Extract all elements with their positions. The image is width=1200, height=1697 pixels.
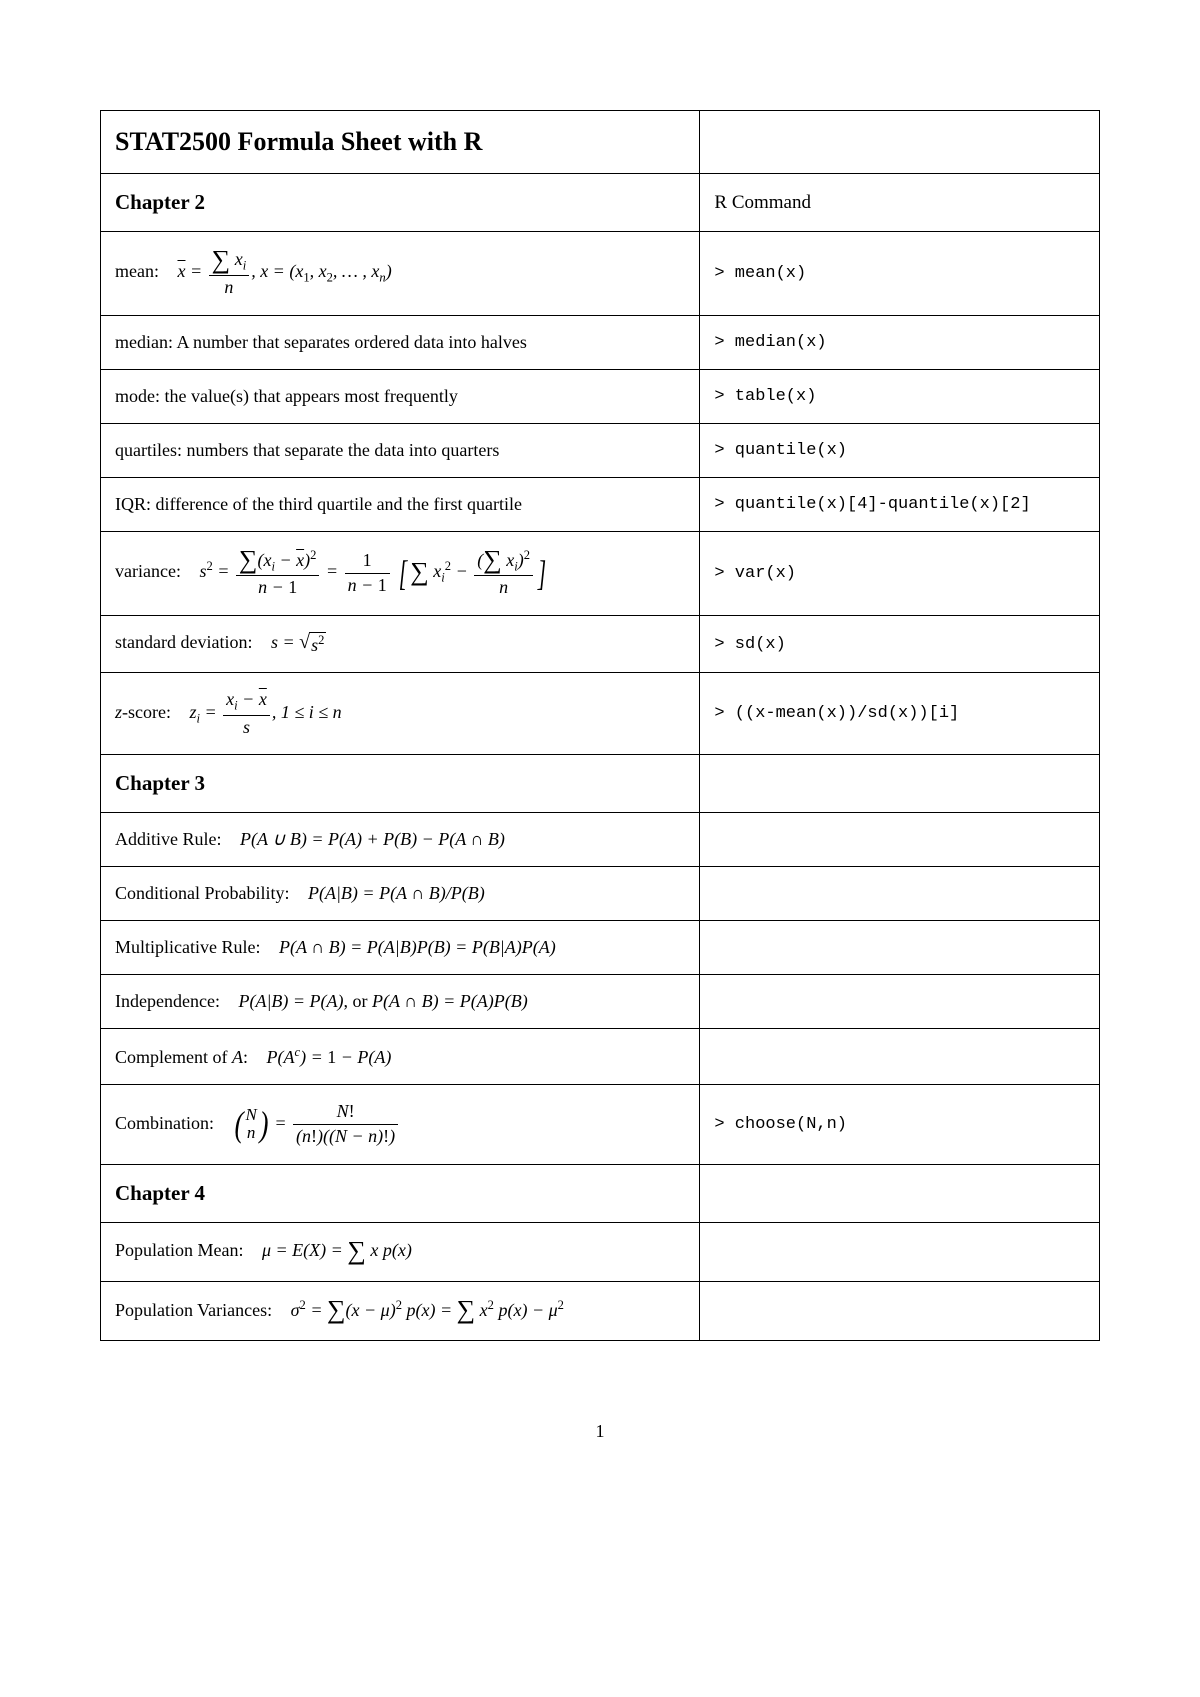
- row-combination: Combination: (Nn) = N!(n!)((N − n)!) > c…: [101, 1085, 1100, 1164]
- combination-r: > choose(N,n): [700, 1085, 1100, 1164]
- formula-table: STAT2500 Formula Sheet with R Chapter 2 …: [100, 110, 1100, 1341]
- zscore-formula: z-score: zi = xi − xs, 1 ≤ i ≤ n: [101, 673, 700, 755]
- sd-r: > sd(x): [700, 616, 1100, 673]
- variance-label: variance:: [115, 561, 181, 581]
- title-right-empty: [700, 111, 1100, 174]
- conditional-label: Conditional Probability:: [115, 883, 290, 903]
- additive-label: Additive Rule:: [115, 829, 222, 849]
- zscore-label: z-score:: [115, 702, 171, 722]
- chapter-3-heading: Chapter 3: [101, 755, 700, 813]
- combination-math: (Nn) = N!(n!)((N − n)!): [233, 1113, 401, 1133]
- conditional-r-empty: [700, 867, 1100, 921]
- sd-math: s = √s2: [271, 632, 326, 652]
- mean-formula: mean: x = ∑ xin, x = (x1, x2, … , xn): [101, 232, 700, 316]
- variance-math: s2 = ∑(xi − x)2n − 1 = 1n − 1 [∑ xi2 − (…: [199, 561, 549, 581]
- chapter-3-row: Chapter 3: [101, 755, 1100, 813]
- row-independence: Independence: P(A|B) = P(A), or P(A ∩ B)…: [101, 975, 1100, 1029]
- row-variance: variance: s2 = ∑(xi − x)2n − 1 = 1n − 1 …: [101, 531, 1100, 615]
- multiplicative-formula: Multiplicative Rule: P(A ∩ B) = P(A|B)P(…: [101, 921, 700, 975]
- row-mean: mean: x = ∑ xin, x = (x1, x2, … , xn) > …: [101, 232, 1100, 316]
- additive-formula: Additive Rule: P(A ∪ B) = P(A) + P(B) − …: [101, 813, 700, 867]
- ch4-right-empty: [700, 1164, 1100, 1222]
- variance-r: > var(x): [700, 531, 1100, 615]
- complement-label: Complement of A:: [115, 1047, 248, 1067]
- row-popvar: Population Variances: σ2 = ∑(x − μ)2 p(x…: [101, 1281, 1100, 1341]
- mode-r: > table(x): [700, 369, 1100, 423]
- independence-r-empty: [700, 975, 1100, 1029]
- multiplicative-label: Multiplicative Rule:: [115, 937, 260, 957]
- independence-formula: Independence: P(A|B) = P(A), or P(A ∩ B)…: [101, 975, 700, 1029]
- quartiles-r: > quantile(x): [700, 423, 1100, 477]
- mean-r: > mean(x): [700, 232, 1100, 316]
- conditional-formula: Conditional Probability: P(A|B) = P(A ∩ …: [101, 867, 700, 921]
- row-zscore: z-score: zi = xi − xs, 1 ≤ i ≤ n > ((x-m…: [101, 673, 1100, 755]
- iqr-text: IQR: difference of the third quartile an…: [101, 477, 700, 531]
- popvar-r-empty: [700, 1281, 1100, 1341]
- page-number: 1: [100, 1421, 1100, 1442]
- row-popmean: Population Mean: μ = E(X) = ∑ x p(x): [101, 1222, 1100, 1281]
- variance-formula: variance: s2 = ∑(xi − x)2n − 1 = 1n − 1 …: [101, 531, 700, 615]
- complement-r-empty: [700, 1029, 1100, 1085]
- popmean-math: μ = E(X) = ∑ x p(x): [262, 1240, 412, 1260]
- row-conditional: Conditional Probability: P(A|B) = P(A ∩ …: [101, 867, 1100, 921]
- row-iqr: IQR: difference of the third quartile an…: [101, 477, 1100, 531]
- popmean-r-empty: [700, 1222, 1100, 1281]
- popvar-label: Population Variances:: [115, 1300, 272, 1320]
- chapter-4-heading: Chapter 4: [101, 1164, 700, 1222]
- iqr-r: > quantile(x)[4]-quantile(x)[2]: [700, 477, 1100, 531]
- row-quartiles: quartiles: numbers that separate the dat…: [101, 423, 1100, 477]
- title-row: STAT2500 Formula Sheet with R: [101, 111, 1100, 174]
- zscore-r: > ((x-mean(x))/sd(x))[i]: [700, 673, 1100, 755]
- median-text: median: A number that separates ordered …: [101, 315, 700, 369]
- median-r: > median(x): [700, 315, 1100, 369]
- quartiles-text: quartiles: numbers that separate the dat…: [101, 423, 700, 477]
- row-median: median: A number that separates ordered …: [101, 315, 1100, 369]
- independence-label: Independence:: [115, 991, 220, 1011]
- page: STAT2500 Formula Sheet with R Chapter 2 …: [0, 0, 1200, 1502]
- popvar-formula: Population Variances: σ2 = ∑(x − μ)2 p(x…: [101, 1281, 700, 1341]
- row-additive: Additive Rule: P(A ∪ B) = P(A) + P(B) − …: [101, 813, 1100, 867]
- popvar-math: σ2 = ∑(x − μ)2 p(x) = ∑ x2 p(x) − μ2: [291, 1300, 564, 1320]
- mean-math: x = ∑ xin, x = (x1, x2, … , xn): [177, 261, 391, 281]
- row-complement: Complement of A: P(Ac) = 1 − P(A): [101, 1029, 1100, 1085]
- zscore-math: zi = xi − xs, 1 ≤ i ≤ n: [190, 702, 342, 722]
- sd-label: standard deviation:: [115, 632, 252, 652]
- chapter-2-heading: Chapter 2: [101, 174, 700, 232]
- row-sd: standard deviation: s = √s2 > sd(x): [101, 616, 1100, 673]
- ch3-right-empty: [700, 755, 1100, 813]
- combination-label: Combination:: [115, 1113, 214, 1133]
- chapter-2-row: Chapter 2 R Command: [101, 174, 1100, 232]
- conditional-math: P(A|B) = P(A ∩ B)/P(B): [308, 883, 485, 903]
- r-command-header: R Command: [700, 174, 1100, 232]
- complement-math: P(Ac) = 1 − P(A): [267, 1047, 392, 1067]
- document-title: STAT2500 Formula Sheet with R: [101, 111, 700, 174]
- sd-formula: standard deviation: s = √s2: [101, 616, 700, 673]
- popmean-label: Population Mean:: [115, 1240, 244, 1260]
- row-multiplicative: Multiplicative Rule: P(A ∩ B) = P(A|B)P(…: [101, 921, 1100, 975]
- multiplicative-r-empty: [700, 921, 1100, 975]
- additive-math: P(A ∪ B) = P(A) + P(B) − P(A ∩ B): [240, 829, 505, 849]
- independence-math: P(A|B) = P(A), or P(A ∩ B) = P(A)P(B): [238, 991, 527, 1011]
- additive-r-empty: [700, 813, 1100, 867]
- combination-formula: Combination: (Nn) = N!(n!)((N − n)!): [101, 1085, 700, 1164]
- row-mode: mode: the value(s) that appears most fre…: [101, 369, 1100, 423]
- mode-text: mode: the value(s) that appears most fre…: [101, 369, 700, 423]
- multiplicative-math: P(A ∩ B) = P(A|B)P(B) = P(B|A)P(A): [279, 937, 556, 957]
- complement-formula: Complement of A: P(Ac) = 1 − P(A): [101, 1029, 700, 1085]
- mean-label: mean:: [115, 261, 159, 281]
- chapter-4-row: Chapter 4: [101, 1164, 1100, 1222]
- popmean-formula: Population Mean: μ = E(X) = ∑ x p(x): [101, 1222, 700, 1281]
